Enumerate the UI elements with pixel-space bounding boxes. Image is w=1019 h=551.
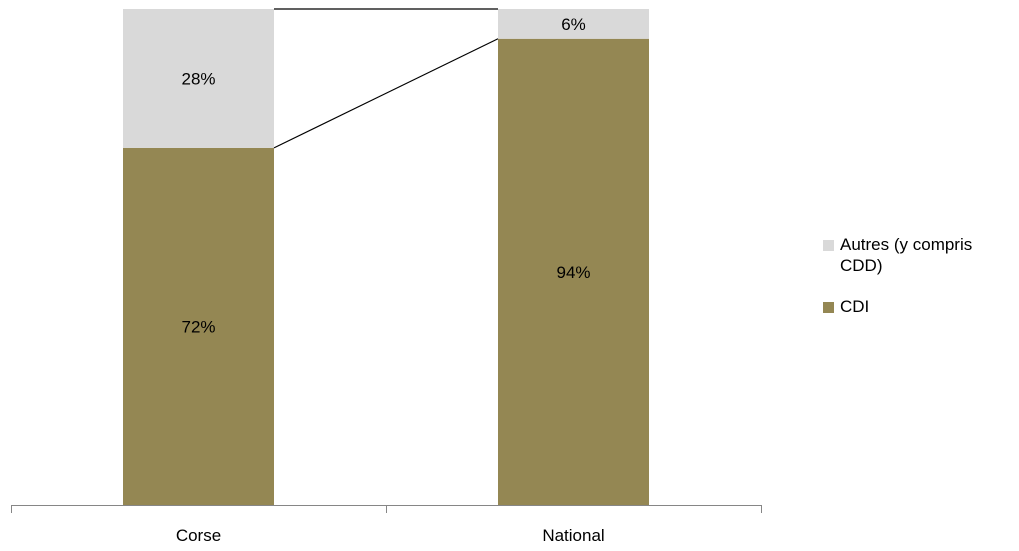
legend-label-autres-line1: Autres (y compris (840, 235, 973, 254)
legend-label-cdi: CDI (840, 297, 870, 316)
x-tick-label-national: National (542, 526, 604, 545)
bar-autres-y-compris-cdd-national (498, 9, 649, 39)
legend-swatch-cdi (823, 302, 834, 313)
bar-autres-y-compris-cdd-corse (123, 9, 274, 148)
series-line-0 (273, 38, 499, 149)
legend-item-cdi: CDI (823, 296, 1013, 317)
bar-cdi-corse (123, 147, 274, 505)
legend-label-autres-line2: CDD) (840, 256, 883, 275)
data-label-national-0: 94% (556, 263, 590, 282)
x-tick-label-corse: Corse (176, 526, 221, 545)
data-label-corse-1: 28% (181, 69, 215, 88)
legend-swatch-autres (823, 240, 834, 251)
bar-cdi-national (498, 38, 649, 505)
legend: Autres (y compris CDD) CDI (823, 234, 1013, 337)
legend-item-autres: Autres (y compris CDD) (823, 234, 1013, 276)
data-label-national-1: 6% (561, 15, 586, 34)
data-label-corse-0: 72% (181, 317, 215, 336)
